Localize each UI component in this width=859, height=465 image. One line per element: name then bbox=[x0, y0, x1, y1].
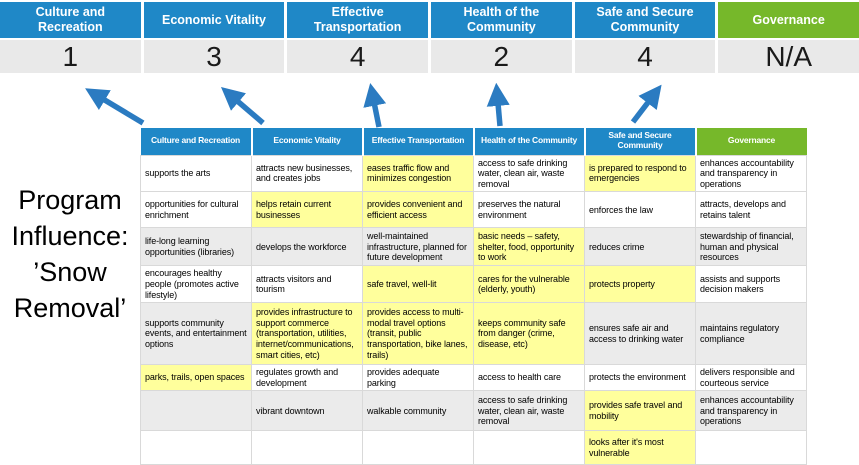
banner-column-safe-secure-community: Safe and Secure Community 4 bbox=[574, 2, 716, 73]
matrix-header-row: Culture and Recreation Economic Vitality… bbox=[140, 128, 807, 155]
priority-banner: Culture and Recreation 1 Economic Vitali… bbox=[0, 2, 859, 73]
matrix-cell bbox=[140, 430, 252, 465]
banner-header-label: Governance bbox=[718, 2, 859, 38]
banner-header-label: Health of the Community bbox=[431, 2, 572, 38]
matrix-cell: provides safe travel and mobility bbox=[584, 390, 696, 432]
banner-score-value: 4 bbox=[287, 40, 428, 73]
program-influence-line: Removal’ bbox=[13, 293, 127, 323]
matrix-cell: cares for the vulnerable (elderly, youth… bbox=[473, 265, 585, 304]
matrix-cell: protects the environment bbox=[584, 364, 696, 392]
matrix-row: supports community events, and entertain… bbox=[140, 302, 807, 366]
matrix-cell: provides adequate parking bbox=[362, 364, 474, 392]
banner-score-value: 2 bbox=[431, 40, 572, 73]
matrix-cell: life-long learning opportunities (librar… bbox=[140, 227, 252, 267]
program-influence-label: Program Influence: ’Snow Removal’ bbox=[0, 182, 140, 326]
matrix-cell: access to health care bbox=[473, 364, 585, 392]
banner-column-health-community: Health of the Community 2 bbox=[431, 2, 572, 73]
matrix-cell bbox=[695, 430, 807, 465]
priorities-matrix: Culture and Recreation Economic Vitality… bbox=[140, 128, 807, 465]
matrix-body: supports the arts attracts new businesses… bbox=[140, 154, 807, 465]
matrix-cell: attracts new businesses, and creates job… bbox=[251, 154, 363, 193]
matrix-header-cell: Effective Transportation bbox=[362, 128, 475, 155]
banner-score-value: N/A bbox=[718, 40, 859, 73]
matrix-cell bbox=[251, 430, 363, 465]
matrix-cell: basic needs – safety, shelter, food, opp… bbox=[473, 227, 585, 267]
banner-column-governance: Governance N/A bbox=[718, 2, 859, 73]
matrix-cell: enforces the law bbox=[584, 191, 696, 229]
matrix-cell: supports community events, and entertain… bbox=[140, 302, 252, 366]
banner-column-culture-recreation: Culture and Recreation 1 bbox=[0, 2, 141, 73]
matrix-cell: stewardship of financial, human and phys… bbox=[695, 227, 807, 267]
matrix-cell bbox=[362, 430, 474, 465]
banner-column-effective-transportation: Effective Transportation 4 bbox=[287, 2, 428, 73]
influence-arrow-icon bbox=[363, 82, 387, 128]
matrix-cell: provides infrastructure to support comme… bbox=[251, 302, 363, 366]
matrix-cell: helps retain current businesses bbox=[251, 191, 363, 229]
matrix-row: encourages healthy people (promotes acti… bbox=[140, 265, 807, 304]
matrix-cell: supports the arts bbox=[140, 154, 252, 193]
matrix-cell: provides convenient and efficient access bbox=[362, 191, 474, 229]
matrix-cell bbox=[140, 390, 252, 432]
matrix-cell: assists and supports decision makers bbox=[695, 265, 807, 304]
matrix-header-cell: Culture and Recreation bbox=[140, 128, 253, 155]
matrix-cell: parks, trails, open spaces bbox=[140, 364, 252, 392]
matrix-header-cell: Economic Vitality bbox=[251, 128, 364, 155]
banner-score-value: 3 bbox=[143, 40, 285, 73]
matrix-cell: vibrant downtown bbox=[251, 390, 363, 432]
banner-header-label: Economic Vitality bbox=[143, 2, 285, 38]
matrix-row: vibrant downtown walkable community access… bbox=[140, 390, 807, 432]
matrix-header-cell: Health of the Community bbox=[473, 128, 586, 155]
influence-arrows bbox=[85, 82, 662, 128]
matrix-cell: maintains regulatory compliance bbox=[695, 302, 807, 366]
matrix-cell: is prepared to respond to emergencies bbox=[584, 154, 696, 193]
matrix-cell: preserves the natural environment bbox=[473, 191, 585, 229]
matrix-cell: access to safe drinking water, clean air… bbox=[473, 154, 585, 193]
matrix-row: life-long learning opportunities (librar… bbox=[140, 227, 807, 267]
matrix-cell: attracts, develops and retains talent bbox=[695, 191, 807, 229]
matrix-cell: walkable community bbox=[362, 390, 474, 432]
matrix-cell: develops the workforce bbox=[251, 227, 363, 267]
matrix-cell: encourages healthy people (promotes acti… bbox=[140, 265, 252, 304]
matrix-row: supports the arts attracts new businesses… bbox=[140, 154, 807, 193]
matrix-cell: looks after it's most vulnerable bbox=[584, 430, 696, 465]
matrix-cell: eases traffic flow and minimizes congest… bbox=[362, 154, 474, 193]
banner-score-value: 1 bbox=[0, 40, 141, 73]
matrix-header-cell: Safe and Secure Community bbox=[584, 128, 697, 155]
matrix-cell: well-maintained infrastructure, planned … bbox=[362, 227, 474, 267]
banner-score-value: 4 bbox=[574, 40, 716, 73]
matrix-cell: ensures safe air and access to drinking … bbox=[584, 302, 696, 366]
matrix-header-cell: Governance bbox=[695, 128, 807, 155]
matrix-cell: provides access to multi-modal travel op… bbox=[362, 302, 474, 366]
banner-header-label: Effective Transportation bbox=[287, 2, 428, 38]
banner-column-economic-vitality: Economic Vitality 3 bbox=[143, 2, 285, 73]
influence-arrow-icon bbox=[85, 88, 145, 126]
matrix-cell: opportunities for cultural enrichment bbox=[140, 191, 252, 229]
influence-arrow-icon bbox=[486, 82, 510, 127]
program-influence-line: ’Snow bbox=[33, 257, 107, 287]
influence-arrow-icon bbox=[630, 84, 662, 124]
matrix-row: looks after it's most vulnerable bbox=[140, 430, 807, 465]
matrix-row: parks, trails, open spaces regulates grow… bbox=[140, 364, 807, 392]
matrix-cell bbox=[473, 430, 585, 465]
program-influence-line: Influence: bbox=[11, 221, 129, 251]
matrix-cell: enhances accountability and transparency… bbox=[695, 154, 807, 193]
matrix-table: Culture and Recreation Economic Vitality… bbox=[140, 128, 807, 465]
matrix-cell: access to safe drinking water, clean air… bbox=[473, 390, 585, 432]
matrix-cell: keeps community safe from danger (crime,… bbox=[473, 302, 585, 366]
matrix-row: opportunities for cultural enrichment hel… bbox=[140, 191, 807, 229]
matrix-cell: reduces crime bbox=[584, 227, 696, 267]
banner-header-label: Culture and Recreation bbox=[0, 2, 141, 38]
program-influence-line: Program bbox=[18, 185, 122, 215]
matrix-cell: delivers responsible and courteous servi… bbox=[695, 364, 807, 392]
matrix-cell: safe travel, well-lit bbox=[362, 265, 474, 304]
banner-header-label: Safe and Secure Community bbox=[574, 2, 716, 38]
matrix-cell: protects property bbox=[584, 265, 696, 304]
matrix-cell: regulates growth and development bbox=[251, 364, 363, 392]
influence-arrow-icon bbox=[220, 86, 265, 126]
matrix-cell: attracts visitors and tourism bbox=[251, 265, 363, 304]
matrix-cell: enhances accountability and transparency… bbox=[695, 390, 807, 432]
